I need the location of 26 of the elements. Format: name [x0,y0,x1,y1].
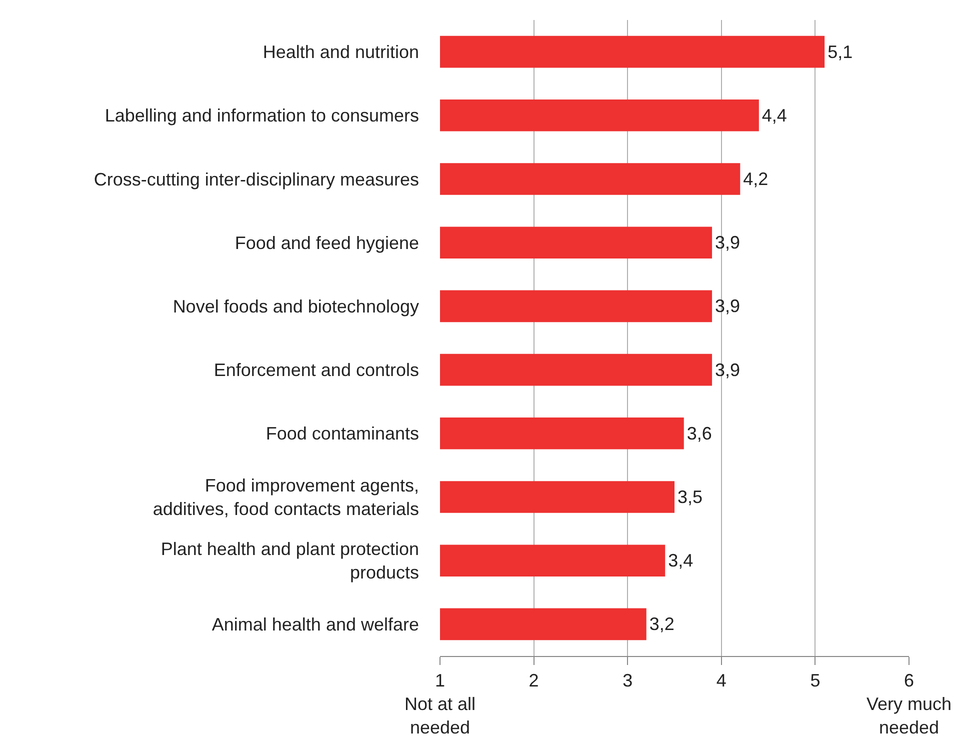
y-tick-label: Health and nutrition [262,42,419,62]
x-tick-label: 1 Not at all needed [404,670,476,738]
y-tick-label: Food contaminants [266,424,419,444]
data-label: 5,1 [828,42,853,62]
x-tick-label: 6 Very much needed [866,670,952,738]
data-label: 4,2 [743,169,768,189]
y-tick-label: Food and feed hygiene [234,232,419,253]
x-tick-label: 2 [528,670,539,691]
y-tick-label: Cross-cutting inter-disciplinary measures [94,169,419,190]
x-tick-label: 3 [622,670,633,691]
x-tick-label: 5 [810,670,820,691]
data-label: 3,9 [715,296,740,316]
data-label: 3,6 [686,423,712,444]
y-tick-label: Labelling and information to consumers [104,106,419,126]
y-tick-label: Enforcement and controls [214,360,419,380]
y-tick-label: Novel foods and biotechnology [172,296,419,316]
data-label: 3,4 [668,550,694,571]
y-tick-label: Plant health and plant protection products [160,539,419,583]
y-tick-label: Animal health and welfare [212,614,419,634]
data-label: 4,4 [762,105,787,126]
data-label: 3,5 [678,487,703,507]
y-tick-label: Food improvement agents, additives, food contacts materials [152,476,419,519]
data-label: 3,2 [649,614,674,634]
data-label: 3,9 [715,232,740,253]
data-label: 3,9 [715,360,740,380]
x-tick-label: 4 [716,670,726,691]
